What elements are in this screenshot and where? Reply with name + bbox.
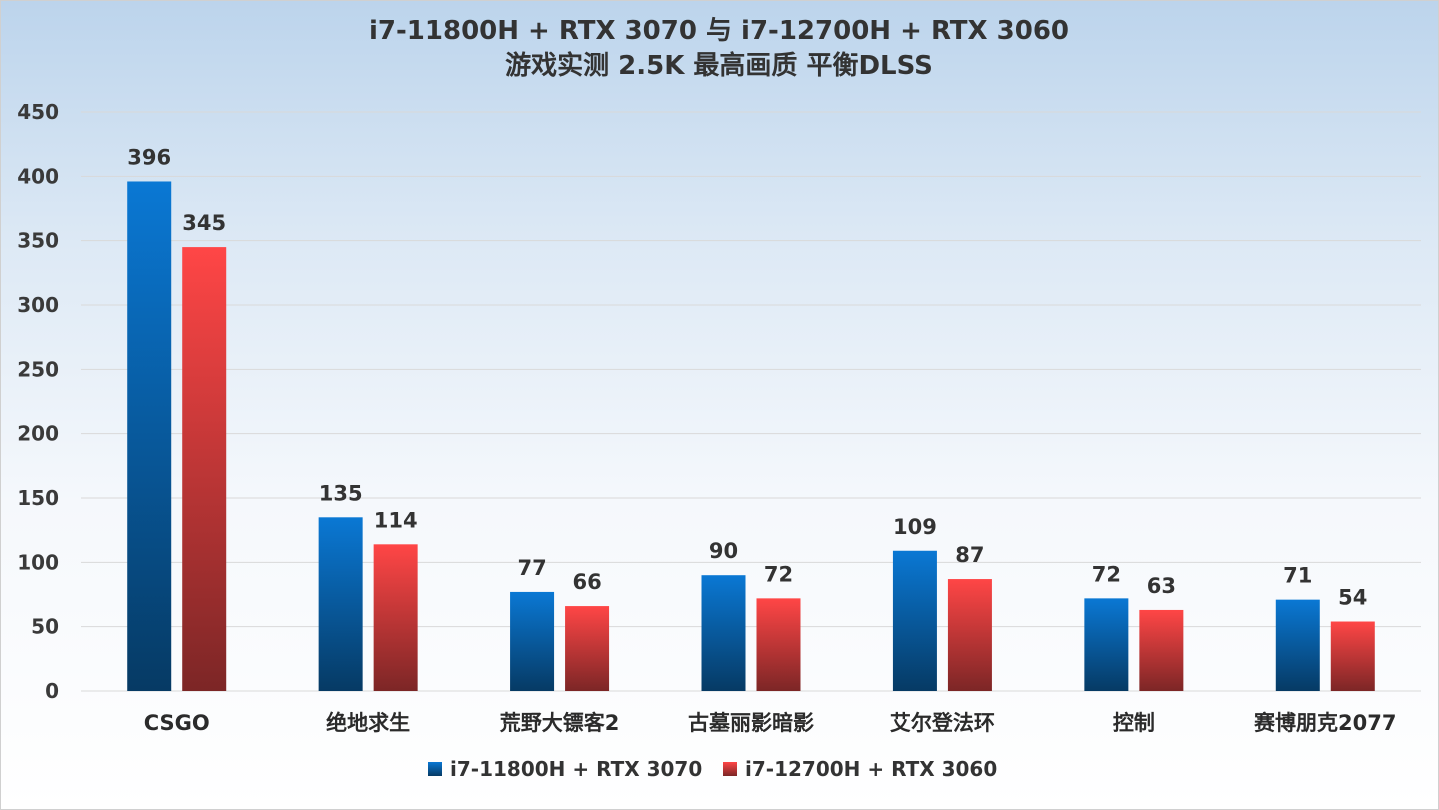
bar-series-2 [1139, 609, 1184, 691]
legend-label: i7-11800H + RTX 3070 [450, 757, 702, 781]
bar-series-2 [756, 598, 801, 691]
bar-series-2 [947, 579, 992, 691]
category-label: 艾尔登法环 [890, 711, 995, 735]
bar-series-2 [1330, 621, 1375, 691]
y-tick-label: 450 [17, 100, 59, 124]
y-tick-label: 0 [45, 679, 59, 703]
category-label: 绝地求生 [326, 711, 410, 735]
category-label: 控制 [1113, 711, 1155, 735]
data-label: 135 [319, 481, 363, 505]
bar-series-2 [565, 606, 610, 691]
data-label: 71 [1283, 564, 1312, 588]
category-label: 荒野大镖客2 [500, 711, 620, 735]
legend: i7-11800H + RTX 3070 i7-12700H + RTX 3060 [428, 757, 997, 781]
bar-series-1 [1275, 599, 1320, 691]
data-label: 345 [182, 211, 226, 235]
x-axis-categories: CSGO 绝地求生 荒野大镖客2 古墓丽影暗影 艾尔登法环 控制 赛博朋克2077 [144, 711, 1397, 735]
bar-series-2 [373, 544, 418, 691]
data-label: 109 [893, 515, 937, 539]
bar-series-1 [318, 517, 363, 691]
data-label: 66 [572, 570, 601, 594]
data-label: 54 [1338, 586, 1367, 610]
y-axis-ticks: 0 50 100 150 200 250 300 350 400 450 [17, 100, 59, 703]
data-label: 396 [127, 145, 171, 169]
bar-series-2 [182, 247, 227, 691]
y-tick-label: 350 [17, 229, 59, 253]
bars [127, 181, 1375, 692]
data-label: 90 [709, 539, 738, 563]
gridlines [81, 111, 1421, 692]
y-tick-label: 300 [17, 293, 59, 317]
bar-series-1 [127, 181, 172, 692]
category-label: 古墓丽影暗影 [688, 711, 814, 735]
bar-series-1 [510, 591, 555, 691]
data-label: 72 [1092, 562, 1121, 586]
legend-swatch [723, 762, 737, 776]
y-tick-label: 100 [17, 550, 59, 574]
y-tick-label: 200 [17, 422, 59, 446]
chart-subtitle: 游戏实测 2.5K 最高画质 平衡DLSS [505, 50, 933, 81]
y-tick-label: 150 [17, 486, 59, 510]
category-label: 赛博朋克2077 [1253, 711, 1396, 735]
data-label: 72 [764, 562, 793, 586]
data-label: 114 [374, 508, 418, 532]
data-label: 87 [955, 543, 984, 567]
legend-label: i7-12700H + RTX 3060 [745, 757, 997, 781]
y-tick-label: 400 [17, 164, 59, 188]
bar-series-1 [701, 575, 746, 691]
data-labels: 396 345 135 114 77 66 90 72 109 87 72 63 71 54 [127, 145, 1367, 609]
category-label: CSGO [144, 711, 210, 735]
data-label: 77 [517, 556, 546, 580]
legend-swatch [428, 762, 442, 776]
bar-series-1 [892, 550, 937, 691]
chart-title: i7-11800H + RTX 3070 与 i7-12700H + RTX 3… [369, 16, 1069, 46]
y-tick-label: 250 [17, 357, 59, 381]
y-tick-label: 50 [31, 615, 59, 639]
bar-series-1 [1084, 598, 1129, 691]
data-label: 63 [1147, 574, 1176, 598]
